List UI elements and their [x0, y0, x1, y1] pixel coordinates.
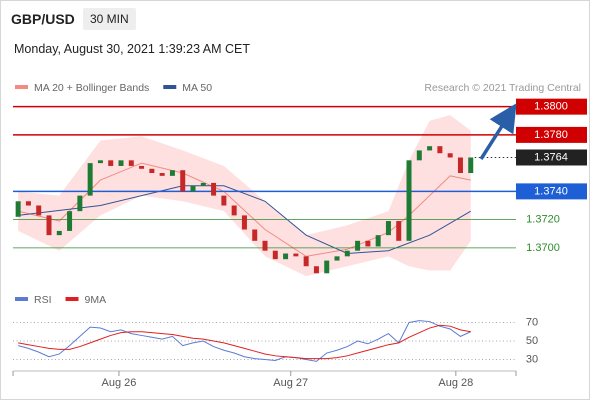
legend-swatch [15, 297, 28, 301]
legend-swatch [65, 297, 79, 301]
timestamp: Monday, August 30, 2021 1:39:23 AM CET [14, 42, 251, 56]
candle-body [77, 195, 83, 212]
x-tick-label: Aug 26 [102, 377, 137, 389]
candle-body [67, 211, 73, 231]
legend-label: 9MA [85, 294, 107, 306]
candle-body [36, 205, 42, 216]
level-box [516, 149, 587, 166]
candle-body [56, 230, 62, 236]
candle-body [252, 229, 258, 241]
candle-body [406, 160, 412, 241]
forecast-arrow [479, 103, 517, 160]
level-box [516, 98, 587, 115]
candle-body [169, 170, 175, 176]
interval[interactable]: 30 MIN [83, 8, 136, 30]
level-label: 1.3800 [534, 101, 568, 113]
candle-body [241, 215, 247, 230]
level-label: 1.3780 [534, 129, 568, 141]
candle-body [25, 201, 31, 206]
candle-body [396, 221, 402, 241]
candle-body [97, 160, 103, 164]
candle-body [447, 153, 453, 158]
attribution: Research © 2021 Trading Central [424, 82, 581, 94]
candle-body [46, 215, 52, 236]
candle-body [190, 185, 196, 192]
candle-body [221, 195, 227, 206]
legend-swatch [163, 85, 177, 89]
legend-label: MA 20 + Bollinger Bands [34, 82, 149, 94]
y-tick-label: 50 [526, 335, 538, 347]
candle-body [365, 240, 371, 247]
candle-body [375, 235, 381, 247]
candle-body [159, 173, 165, 176]
candle-body [303, 256, 309, 267]
legend-label: MA 50 [182, 82, 212, 94]
level-label: 1.3720 [526, 214, 560, 226]
level-label: 1.3764 [534, 151, 568, 163]
candle-body [355, 240, 361, 251]
y-tick-label: 70 [526, 316, 538, 328]
candle-body [283, 253, 289, 260]
candle-body [313, 266, 319, 274]
level-label: 1.3740 [534, 185, 568, 197]
candle-body [180, 170, 186, 192]
candle-body [468, 157, 474, 174]
candle-body [231, 205, 237, 216]
candle-body [211, 182, 217, 196]
bollinger-band [18, 115, 471, 277]
candle-body [87, 163, 93, 196]
candle-body [272, 250, 278, 260]
x-tick-label: Aug 27 [273, 377, 308, 389]
symbol: GBP/USD [11, 11, 75, 27]
ma-line [18, 162, 471, 257]
candle-body [262, 240, 268, 251]
candle-body [108, 160, 114, 166]
indicator-line [18, 324, 471, 360]
candle-body [139, 165, 145, 169]
legend-label: RSI [34, 294, 52, 306]
indicator-line [18, 320, 471, 362]
legend-swatch [15, 85, 28, 89]
candle-body [344, 250, 350, 257]
candle-body [427, 146, 433, 151]
candle-body [457, 157, 463, 174]
candle-body [128, 160, 134, 166]
y-tick-label: 30 [526, 353, 538, 365]
x-tick-label: Aug 28 [438, 377, 473, 389]
candle-body [437, 146, 443, 154]
candle-body [334, 256, 340, 261]
level-box [516, 183, 587, 200]
level-label: 1.3700 [526, 242, 560, 254]
level-box [516, 126, 587, 143]
candle-body [324, 260, 330, 274]
candle-body [416, 150, 422, 161]
ma-line [18, 185, 471, 255]
candle-body [385, 221, 391, 236]
candle-body [149, 168, 155, 174]
candle-body [200, 182, 206, 186]
candle-body [118, 160, 124, 166]
candle-body [293, 253, 299, 257]
candle-body [15, 201, 21, 217]
